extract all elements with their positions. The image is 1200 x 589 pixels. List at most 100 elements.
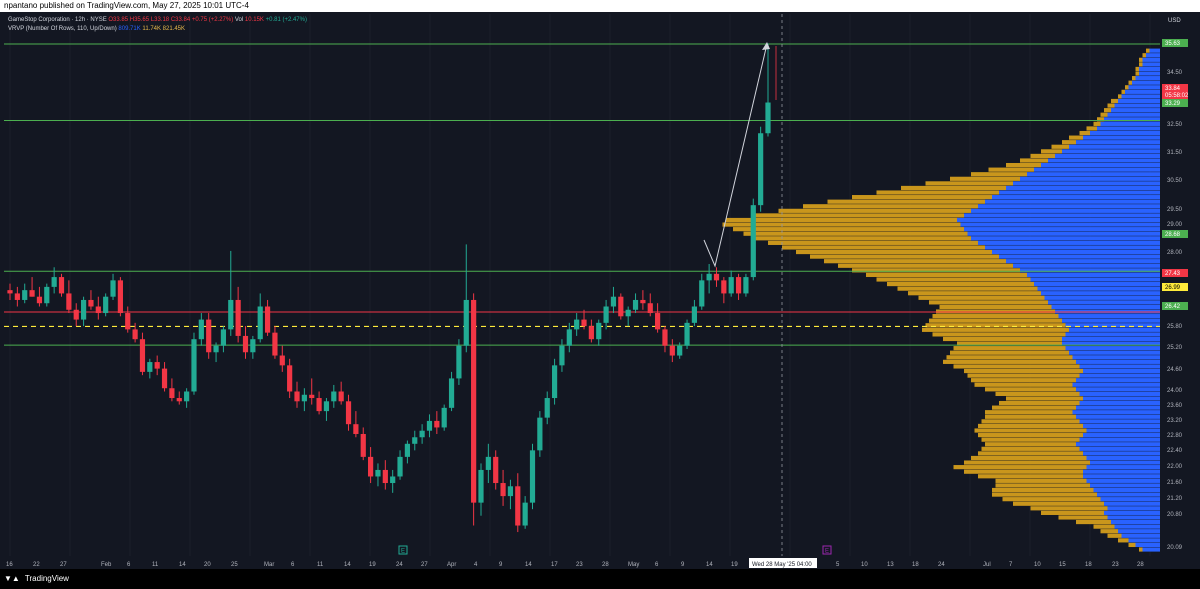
time-tick-label: 22 [33, 562, 40, 568]
vp-up-bar [1118, 98, 1160, 104]
time-tick-label: 19 [731, 562, 738, 568]
vp-up-bar [1121, 533, 1160, 538]
vp-down-bar [1041, 149, 1062, 154]
brand-name: TradingView [24, 574, 69, 583]
vp-down-bar [1107, 533, 1122, 538]
vp-down-bar [908, 291, 1041, 296]
symbol-title[interactable]: GameStop Corporation · 12h · NYSE [8, 17, 107, 23]
candle-body [316, 398, 322, 412]
candle-body [228, 299, 234, 330]
candle-body [161, 368, 168, 389]
candle-body [154, 362, 160, 369]
vp-down-bar [953, 465, 1087, 470]
candle-body [242, 335, 249, 353]
vp-down-bar [897, 286, 1038, 291]
vp-up-bar [1041, 162, 1160, 168]
price-level-label: 28.68 [1165, 232, 1181, 238]
crosshair-time-badge [749, 558, 817, 568]
vp-down-bar [852, 195, 992, 200]
candle-body [7, 290, 13, 294]
price-tick-label: 29.50 [1167, 207, 1183, 213]
time-tick-label: May [628, 562, 639, 568]
vp-down-bar [1107, 103, 1115, 108]
vrvp-label[interactable]: VRVP (Number Of Rows, 110, Up/Down) [8, 26, 117, 32]
vp-up-bar [1083, 469, 1160, 474]
vp-down-bar [1118, 94, 1122, 99]
volume-profile [722, 48, 1160, 552]
vp-up-bar [1142, 62, 1160, 67]
earnings-event-icon [398, 545, 408, 555]
candle-body [529, 450, 536, 503]
time-tick-label: 14 [179, 562, 186, 568]
candle-body [404, 443, 410, 457]
vp-down-bar [995, 478, 1087, 483]
vp-down-bar [754, 236, 971, 241]
vp-down-bar [950, 350, 1069, 355]
candle-body [448, 378, 455, 408]
vp-up-bar [1037, 286, 1160, 291]
vp-down-bar [1006, 396, 1083, 401]
vp-up-bar [1076, 359, 1160, 364]
candle-body [250, 339, 256, 353]
vp-up-bar [1111, 519, 1160, 525]
time-tick-label: 10 [861, 562, 868, 568]
candle-body [596, 322, 602, 340]
time-tick-label: 6 [127, 562, 131, 568]
legend-vol-change: +0.81 (+2.47%) [265, 17, 307, 23]
vp-down-bar [999, 400, 1080, 406]
vp-up-bar [978, 204, 1160, 209]
candle-body [655, 313, 661, 330]
vp-up-bar [960, 222, 1160, 227]
candle-body [750, 205, 756, 278]
vp-down-bar [852, 268, 1020, 273]
vp-up-bar [1142, 547, 1160, 552]
candle-body [640, 299, 646, 304]
footer-bar: ▼▲ TradingView [0, 569, 1200, 589]
vp-up-bar [964, 213, 1160, 218]
time-tick-label: 20 [204, 562, 211, 568]
candle-body [625, 309, 631, 317]
candle-body [110, 280, 116, 297]
vp-up-bar [1104, 117, 1160, 122]
vp-down-bar [796, 249, 992, 255]
candle-body [176, 398, 182, 402]
time-tick-label: Apr [447, 562, 456, 568]
vp-up-bar [1135, 76, 1160, 81]
candle-body [345, 401, 352, 425]
vp-down-bar [768, 240, 978, 245]
vp-down-bar [992, 405, 1076, 410]
vp-up-bar [1062, 318, 1160, 323]
vp-down-bar [929, 318, 1062, 323]
price-level-badge [1162, 84, 1188, 92]
vp-up-bar [1076, 378, 1160, 383]
time-tick-label: 15 [1059, 562, 1066, 568]
vp-up-bar [1044, 295, 1160, 300]
vp-up-bar [1086, 455, 1160, 461]
candle-body [426, 420, 433, 431]
vp-up-bar [1072, 355, 1160, 360]
legend-vol-value: 10.15K [244, 17, 264, 23]
time-tick-label: 6 [655, 562, 659, 568]
vp-down-bar [964, 368, 1083, 374]
published-header: npantano published on TradingView.com, M… [0, 0, 1200, 12]
price-level-badge [1162, 39, 1188, 47]
vp-up-bar [1062, 341, 1160, 346]
price-level-badge [1162, 99, 1188, 107]
candle-body [279, 355, 285, 366]
vp-up-bar [992, 249, 1160, 255]
currency-label[interactable]: USD [1168, 18, 1181, 24]
candle-body [684, 322, 690, 346]
vp-down-bar [925, 323, 1066, 328]
price-tick-label: 20.80 [1167, 512, 1183, 518]
vp-up-bar [1107, 506, 1160, 511]
vp-down-bar [985, 442, 1076, 447]
vp-up-bar [1086, 428, 1160, 433]
vp-up-bar [1076, 414, 1160, 419]
candle-body [588, 326, 594, 340]
vp-down-bar [978, 433, 1083, 438]
vp-down-bar [1002, 497, 1101, 502]
vp-up-bar [1107, 112, 1160, 117]
candle-body [147, 362, 153, 372]
vp-up-bar [1065, 332, 1160, 337]
